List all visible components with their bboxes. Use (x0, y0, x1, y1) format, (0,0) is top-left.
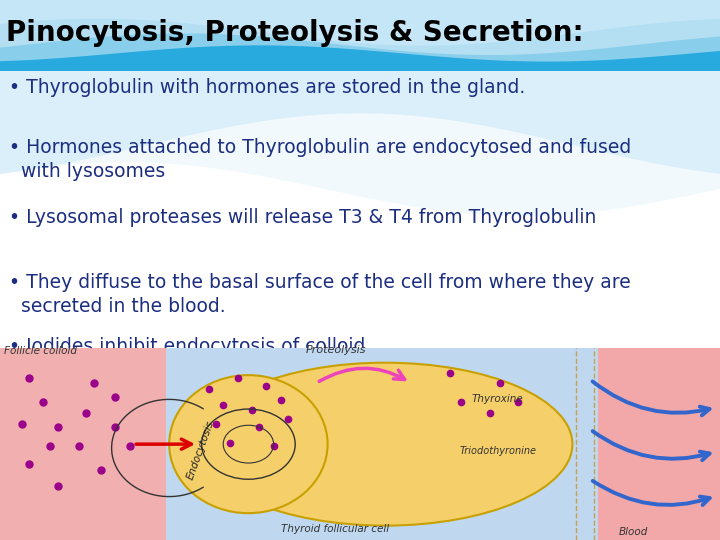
Text: • Thyroglobulin with hormones are stored in the gland.: • Thyroglobulin with hormones are stored… (9, 78, 525, 97)
Text: Proteolysis: Proteolysis (306, 345, 366, 355)
FancyBboxPatch shape (0, 0, 720, 71)
Polygon shape (0, 0, 720, 174)
Text: Endocytosis: Endocytosis (186, 419, 217, 481)
Polygon shape (0, 0, 720, 62)
FancyBboxPatch shape (166, 348, 598, 540)
Ellipse shape (169, 375, 328, 513)
Text: • Iodides inhibit endocytosis of colloid.: • Iodides inhibit endocytosis of colloid… (9, 338, 371, 356)
Text: Thyroxine: Thyroxine (472, 394, 523, 404)
Text: • Lysosomal proteases will release T3 & T4 from Thyroglobulin: • Lysosomal proteases will release T3 & … (9, 208, 596, 227)
Text: Blood: Blood (619, 526, 649, 537)
Text: • They diffuse to the basal surface of the cell from where they are
  secreted i: • They diffuse to the basal surface of t… (9, 273, 631, 316)
Ellipse shape (198, 363, 572, 525)
Polygon shape (0, 0, 720, 45)
FancyBboxPatch shape (0, 348, 166, 540)
Polygon shape (0, 0, 720, 55)
Text: Pinocytosis, Proteolysis & Secretion:: Pinocytosis, Proteolysis & Secretion: (6, 19, 583, 47)
Text: Follicle colloid: Follicle colloid (4, 346, 76, 356)
Polygon shape (0, 0, 720, 216)
FancyBboxPatch shape (598, 348, 720, 540)
Text: • Hormones attached to Thyroglobulin are endocytosed and fused
  with lysosomes: • Hormones attached to Thyroglobulin are… (9, 138, 631, 181)
Text: Triodothyronine: Triodothyronine (459, 446, 536, 456)
Text: Thyroid follicular cell: Thyroid follicular cell (281, 524, 389, 534)
